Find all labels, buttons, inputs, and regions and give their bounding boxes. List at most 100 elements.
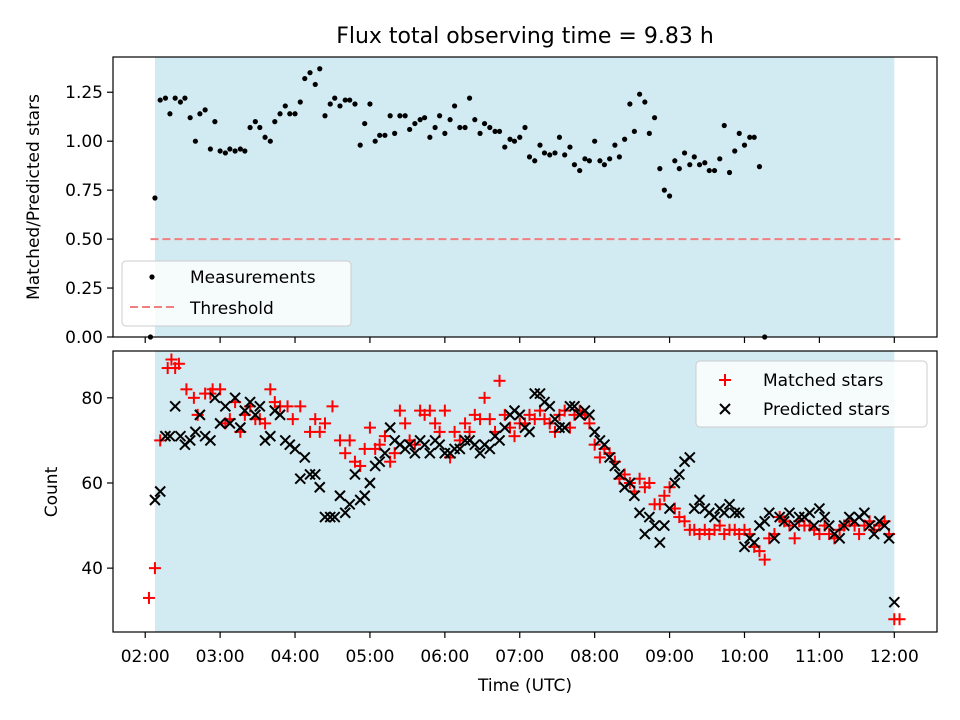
measurement-point [217, 148, 223, 154]
measurement-point [442, 130, 448, 136]
measurement-point [312, 81, 318, 88]
measurement-point [197, 111, 203, 117]
predicted-star-point [663, 502, 676, 515]
predicted-star-point [334, 490, 346, 502]
measurement-point [711, 167, 718, 174]
predicted-star-point [474, 447, 486, 459]
predicted-star-point [289, 443, 301, 455]
predicted-star-point [454, 443, 466, 455]
measurement-point [342, 97, 348, 103]
predicted-star-point [459, 434, 471, 447]
bottom-legend: Matched stars Predicted stars [695, 360, 928, 428]
matched-star-point [294, 400, 307, 413]
predicted-star-point [373, 455, 386, 468]
predicted-star-point [818, 511, 831, 523]
predicted-star-point [673, 468, 686, 481]
predicted-star-point [833, 532, 846, 545]
measurement-point [481, 120, 488, 127]
predicted-star-point [204, 434, 217, 447]
predicted-star-point [598, 438, 611, 451]
measurement-point [511, 138, 518, 144]
predicted-star-point [708, 511, 721, 523]
predicted-star-point [878, 519, 891, 532]
measurement-point [522, 124, 528, 131]
predicted-star-point [433, 438, 446, 451]
predicted-star-point [738, 541, 751, 553]
measurement-point [392, 130, 398, 136]
predicted-star-point [639, 528, 651, 540]
measurement-point [167, 111, 173, 117]
measurement-point [526, 154, 533, 160]
matched-star-point [259, 417, 272, 430]
predicted-star-point [379, 447, 391, 459]
measurement-point [407, 126, 413, 133]
measurement-point [601, 162, 608, 168]
predicted-star-point [793, 511, 805, 523]
predicted-star-point [469, 438, 481, 451]
x-tick-label: 02:00 [121, 647, 170, 667]
measurement-point [477, 130, 483, 136]
measurement-point [182, 95, 188, 101]
predicted-star-point [654, 536, 666, 549]
matched-star-point [429, 417, 442, 430]
measurement-point [562, 152, 568, 158]
measurement-point [721, 122, 727, 129]
predicted-star-point [224, 417, 236, 430]
top-points-layer [147, 66, 768, 340]
predicted-star-point [234, 421, 247, 434]
predicted-star-point [324, 511, 336, 523]
predicted-star-point [883, 532, 895, 545]
predicted-star-point [514, 409, 526, 421]
matched-star-point [483, 413, 496, 426]
measurement-point [212, 119, 218, 125]
measurement-point [267, 138, 273, 144]
measurement-point [447, 117, 453, 123]
measurement-point [726, 169, 733, 176]
bottom-y-tick-label: 60 [81, 474, 103, 494]
measurement-point [627, 101, 633, 107]
measurement-point [292, 111, 298, 117]
matched-star-point [493, 374, 506, 387]
predicted-star-point [384, 421, 396, 434]
predicted-star-point [358, 490, 371, 502]
x-tick-label: 11:00 [795, 647, 844, 667]
predicted-star-point [609, 460, 621, 472]
matched-star-point [286, 413, 299, 426]
legend-marker-measurements [149, 274, 155, 280]
matched-star-point [788, 532, 801, 545]
measurement-point [427, 134, 433, 140]
measurement-point [631, 128, 637, 135]
measurement-point [222, 150, 228, 156]
predicted-star-point [149, 494, 161, 506]
measurement-point [387, 113, 393, 119]
measurement-point [372, 138, 378, 144]
predicted-star-point [763, 507, 775, 519]
predicted-star-point [613, 468, 626, 481]
measurement-point [422, 115, 428, 121]
matched-star-point [343, 434, 356, 447]
predicted-star-point [624, 477, 636, 489]
measurement-point [362, 120, 368, 127]
top-x-ticks [144, 337, 895, 343]
measurement-point [537, 142, 543, 148]
measurement-point [487, 124, 493, 131]
matched-star-point [633, 472, 646, 485]
measurement-point [192, 138, 198, 144]
top-plot-frame [112, 56, 938, 338]
predicted-star-point [484, 443, 496, 455]
measurement-point [541, 150, 548, 156]
measurement-point [577, 167, 583, 174]
predicted-star-point [669, 477, 681, 489]
matched-star-point [318, 417, 331, 430]
predicted-star-point [643, 511, 656, 523]
matched-star-point [658, 489, 671, 502]
measurement-point [466, 95, 473, 101]
matched-star-point [893, 613, 906, 626]
measurement-point [417, 117, 423, 123]
matched-star-point [142, 591, 155, 604]
bottom-panel: 40 60 80 02:00 03:00 04:00 05:00 06:00 07:00 08:… [42, 350, 938, 696]
legend-marker-predicted [719, 403, 731, 415]
predicted-star-point [858, 507, 871, 519]
measurement-point [347, 97, 353, 103]
measurement-point [317, 66, 323, 72]
